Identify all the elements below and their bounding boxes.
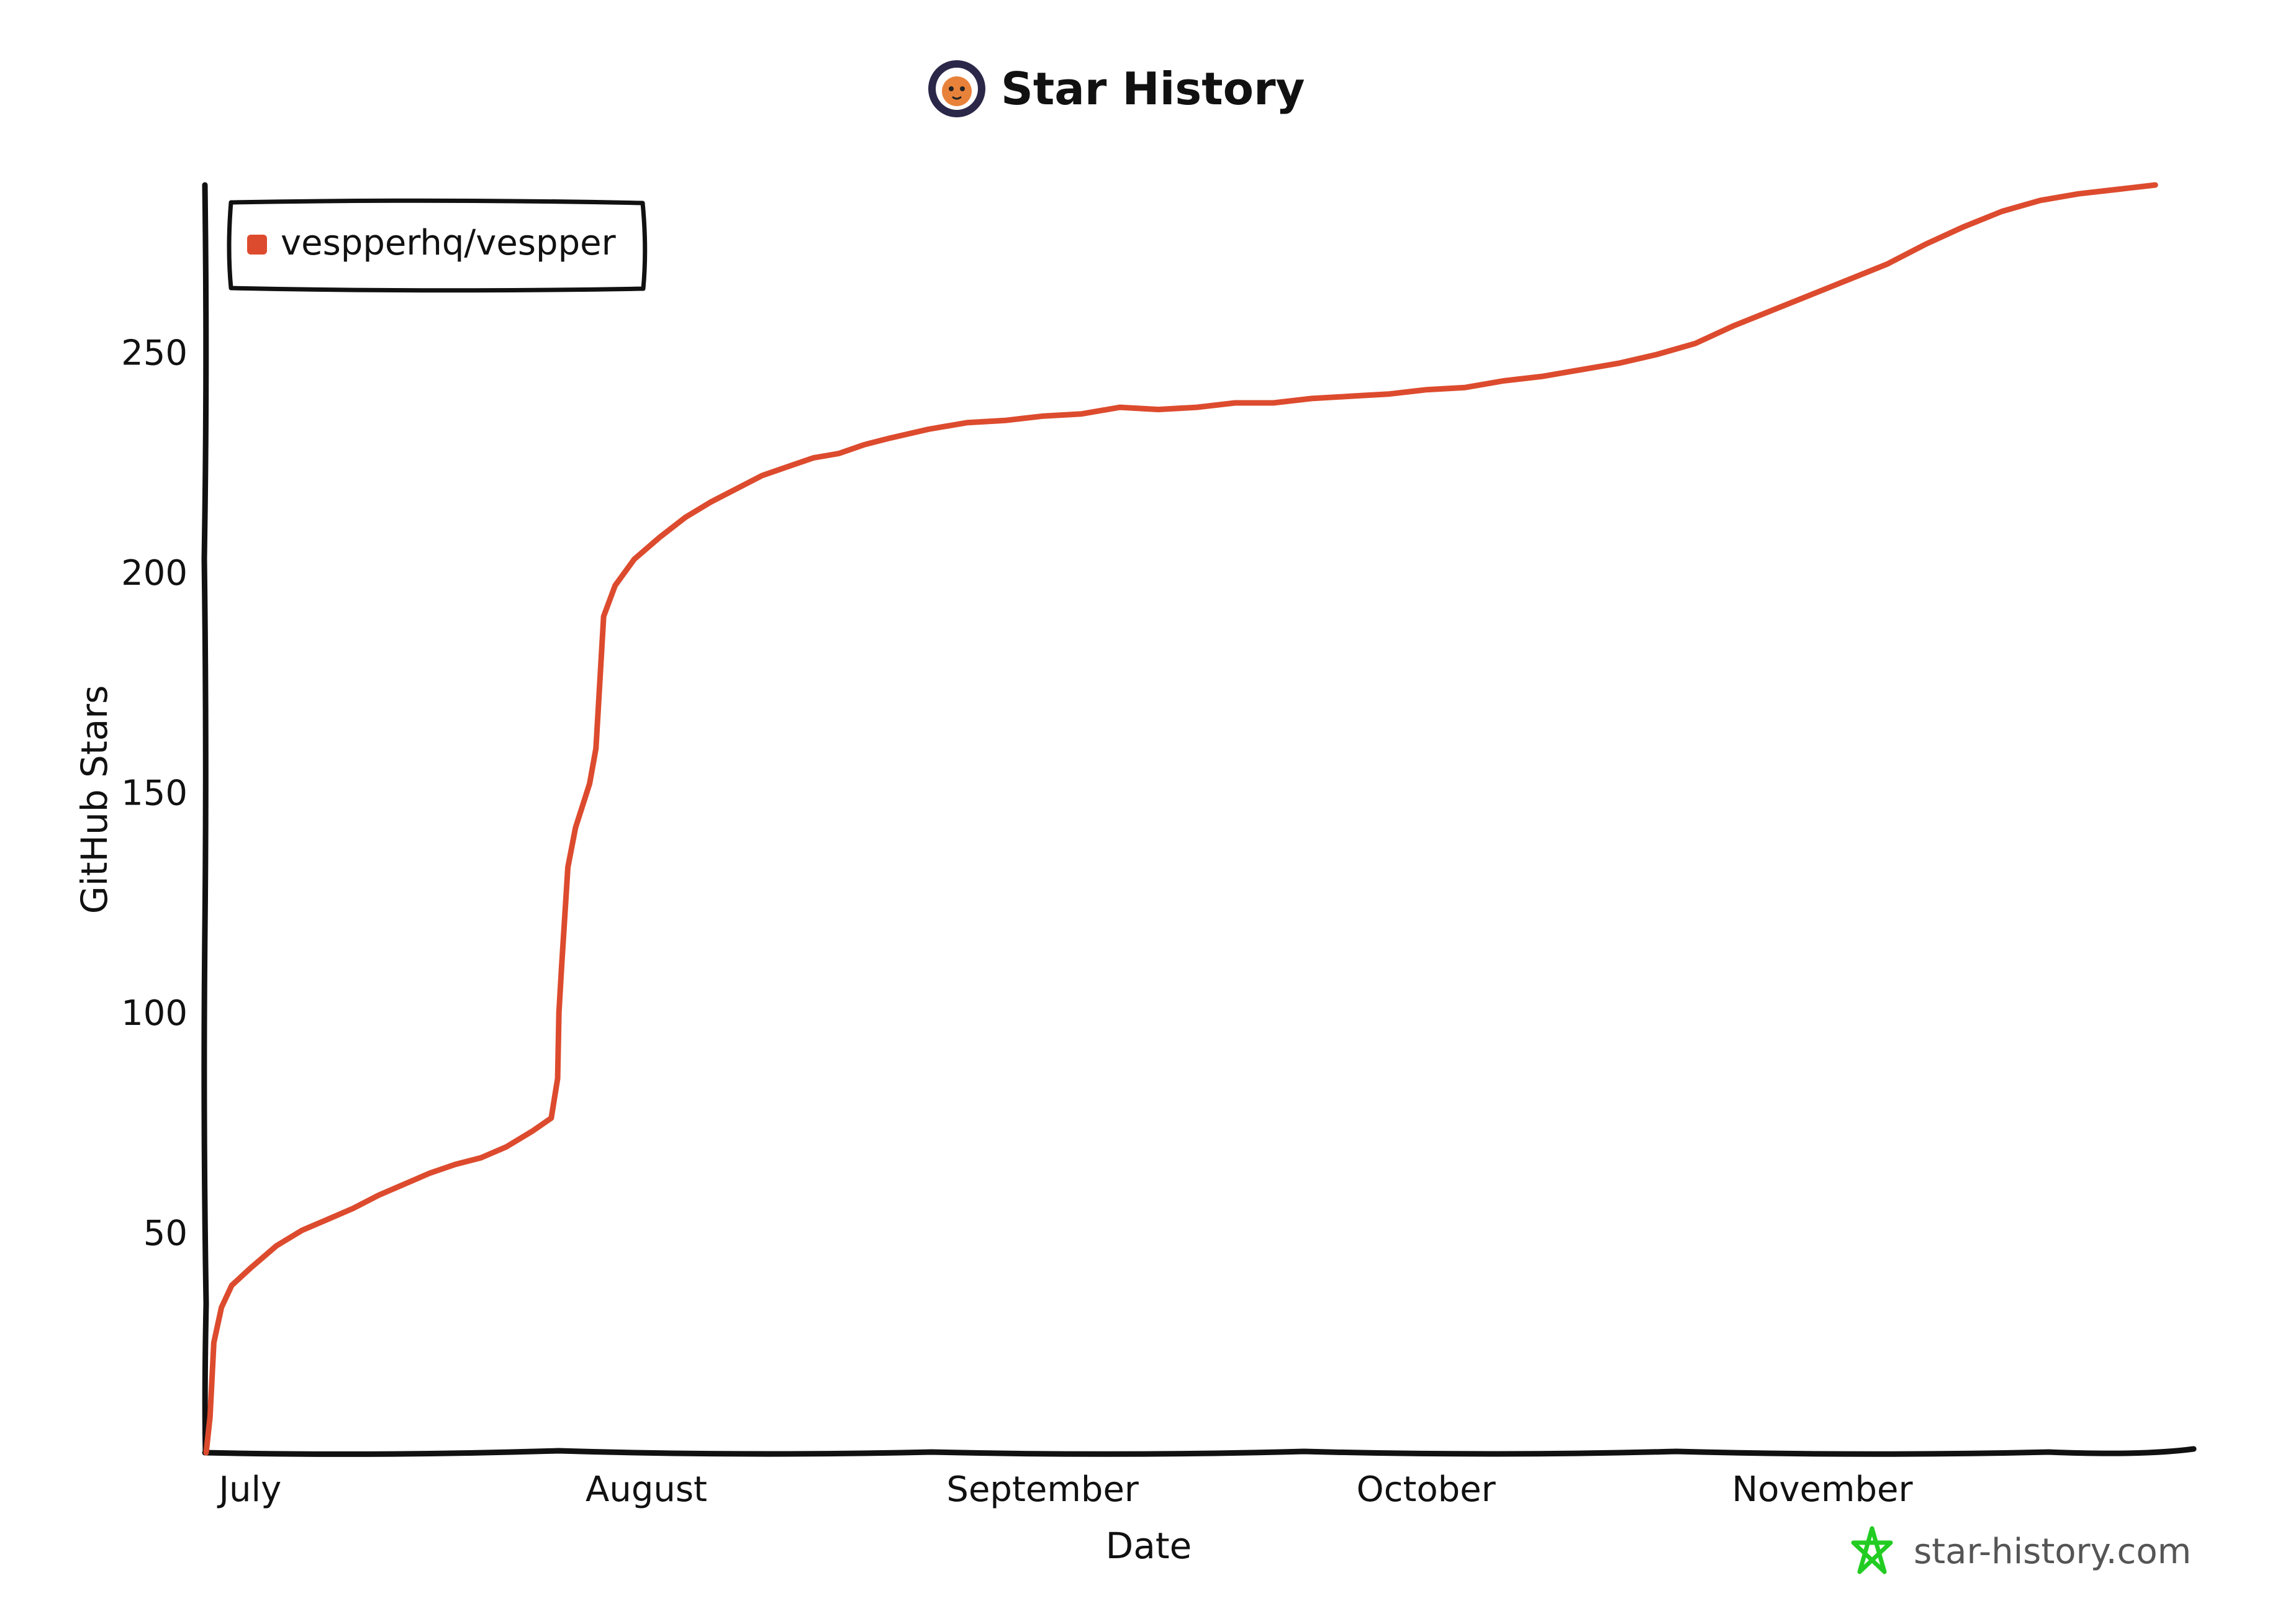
x-tick-label: July [217, 1469, 282, 1510]
y-axis-line [201, 182, 209, 1456]
x-tick-label: September [946, 1469, 1139, 1510]
x-tick-label: October [1357, 1469, 1496, 1510]
series-line-vespperhq-vespper [203, 182, 2158, 1456]
legend: vespperhq/vespper [227, 198, 648, 293]
legend-box [227, 198, 648, 293]
x-axis-line [202, 1446, 2197, 1457]
y-tick-label: 50 [143, 1213, 188, 1253]
y-tick-label: 200 [121, 553, 188, 593]
x-tick-label: August [586, 1469, 707, 1510]
chart-title: Star History [1001, 63, 1305, 115]
watermark-text: star-history.com [1914, 1532, 2191, 1572]
x-axis-label: Date [1106, 1525, 1192, 1567]
y-tick-label: 100 [121, 993, 188, 1034]
x-tick-labels: July August September October November [217, 1469, 1914, 1510]
star-history-logo-icon [928, 60, 985, 117]
y-tick-label: 250 [121, 333, 188, 373]
star-outline-icon [1851, 1526, 1893, 1574]
y-tick-label: 150 [121, 773, 188, 813]
x-tick-label: November [1732, 1469, 1913, 1510]
y-axis-label: GitHub Stars [73, 685, 115, 914]
watermark: star-history.com [1851, 1526, 2191, 1574]
legend-label: vespperhq/vespper [281, 223, 617, 263]
chart-title-group: Star History [928, 60, 1305, 117]
y-tick-labels: 50 100 150 200 250 [121, 333, 188, 1253]
legend-swatch [247, 235, 267, 255]
